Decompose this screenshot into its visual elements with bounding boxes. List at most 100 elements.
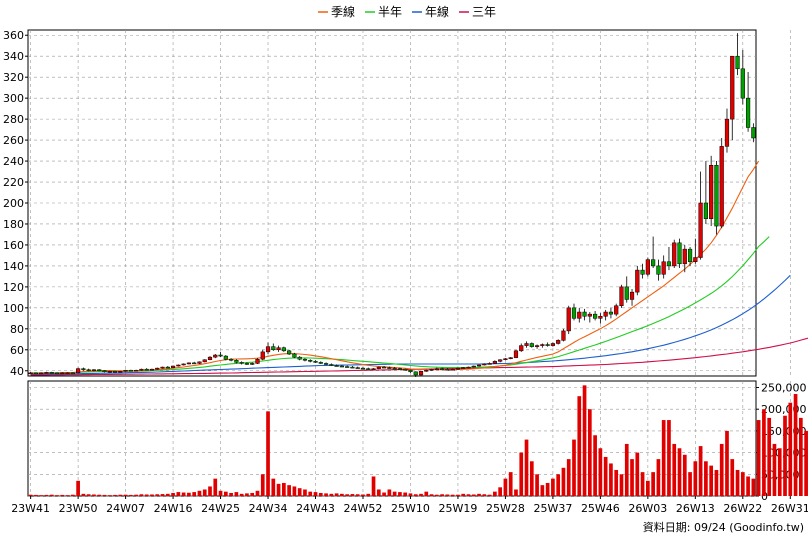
xtick-label: 24W16	[154, 502, 193, 515]
candle-body	[603, 311, 608, 317]
candle-body	[645, 259, 650, 275]
volume-bar	[28, 494, 33, 496]
volume-bar	[366, 493, 371, 496]
candle-body	[450, 368, 455, 371]
volume-bar	[672, 443, 677, 496]
candle-body	[566, 307, 571, 332]
volume-bar	[255, 490, 260, 496]
volume-bar	[202, 489, 207, 496]
candle-body	[724, 118, 730, 147]
volume-bar	[725, 430, 729, 496]
volume-bar	[587, 409, 592, 496]
volume-bar	[593, 435, 597, 496]
volume-bar	[798, 417, 803, 496]
volume-bar	[271, 478, 276, 496]
volume-bar	[44, 494, 49, 496]
volume-bar	[561, 467, 566, 496]
candle-body	[476, 364, 482, 367]
volume-bar	[656, 459, 661, 496]
volume-bar	[55, 495, 59, 496]
candle-body	[392, 367, 397, 370]
price-ytick-label: 60	[10, 344, 24, 357]
candle-body	[128, 369, 133, 372]
volume-bar	[582, 385, 587, 496]
candle-body	[677, 242, 682, 265]
volume-bar	[250, 492, 255, 496]
volume-bar	[693, 461, 698, 496]
candle-body	[403, 368, 408, 371]
candle-body	[350, 366, 355, 369]
volume-bar	[355, 494, 360, 496]
xtick-label: 24W52	[344, 502, 383, 515]
candle-body	[260, 351, 265, 360]
volume-bar	[97, 494, 102, 496]
volume-bar	[223, 491, 228, 496]
volume-bar	[667, 420, 671, 496]
candle-body	[503, 358, 508, 360]
volume-bar	[208, 486, 212, 496]
candle-body	[207, 356, 213, 360]
candle-body	[234, 360, 239, 363]
candle-body	[381, 366, 387, 369]
volume-bar	[324, 493, 328, 496]
candle-body	[271, 346, 276, 351]
volume-bar	[551, 478, 555, 496]
candle-body	[513, 350, 519, 358]
volume-bar	[783, 415, 787, 496]
candle-body	[598, 315, 603, 319]
candle-body	[651, 259, 656, 267]
xtick-label: 23W41	[11, 502, 50, 515]
candle-body	[529, 343, 534, 347]
volume-bar	[714, 469, 719, 496]
xtick-label: 25W28	[486, 502, 525, 515]
volume-bar	[60, 494, 65, 496]
candle-body	[28, 372, 33, 375]
volume-bar	[313, 492, 318, 496]
candle-body	[540, 344, 545, 346]
volume-bar	[92, 494, 96, 496]
volume-bar	[466, 494, 471, 496]
xtick-label: 24W25	[201, 502, 240, 515]
volume-bar	[751, 478, 756, 496]
candle-body	[297, 356, 302, 360]
volume-bar	[398, 492, 402, 496]
volume-bar	[424, 491, 429, 496]
price-ytick-label: 280	[3, 113, 24, 126]
volume-bar	[387, 489, 392, 496]
volume-bar	[519, 452, 524, 496]
candle-body	[487, 363, 492, 365]
xtick-label: 26W22	[723, 502, 762, 515]
candle-body	[281, 347, 286, 352]
candle-body	[709, 165, 714, 219]
candle-body	[534, 345, 540, 347]
candle-body	[693, 257, 698, 262]
volume-bar	[239, 493, 244, 496]
volume-bar	[529, 461, 534, 496]
volume-bar	[266, 411, 270, 496]
source-label: (Goodinfo.tw)	[729, 521, 804, 534]
volume-bar	[524, 439, 529, 496]
price-ytick-label: 200	[3, 197, 24, 210]
candle-body	[424, 369, 429, 372]
candle-body	[186, 362, 191, 365]
candle-body	[112, 371, 118, 373]
candle-body	[118, 371, 123, 373]
volume-bar	[213, 478, 218, 496]
candle-body	[155, 367, 160, 370]
candle-body	[308, 360, 313, 362]
legend-label: 三年	[472, 5, 496, 19]
candle-body	[197, 361, 202, 364]
candle-body	[107, 371, 112, 373]
volume-bar	[345, 494, 350, 496]
candle-body	[629, 291, 635, 300]
candle-body	[345, 366, 350, 368]
volume-bar	[456, 494, 460, 496]
price-ytick-label: 160	[3, 239, 24, 252]
price-ytick-label: 140	[3, 260, 24, 273]
candle-body	[292, 353, 297, 358]
volume-bar	[429, 494, 434, 496]
volume-bar	[160, 494, 165, 496]
volume-bar	[218, 490, 223, 496]
